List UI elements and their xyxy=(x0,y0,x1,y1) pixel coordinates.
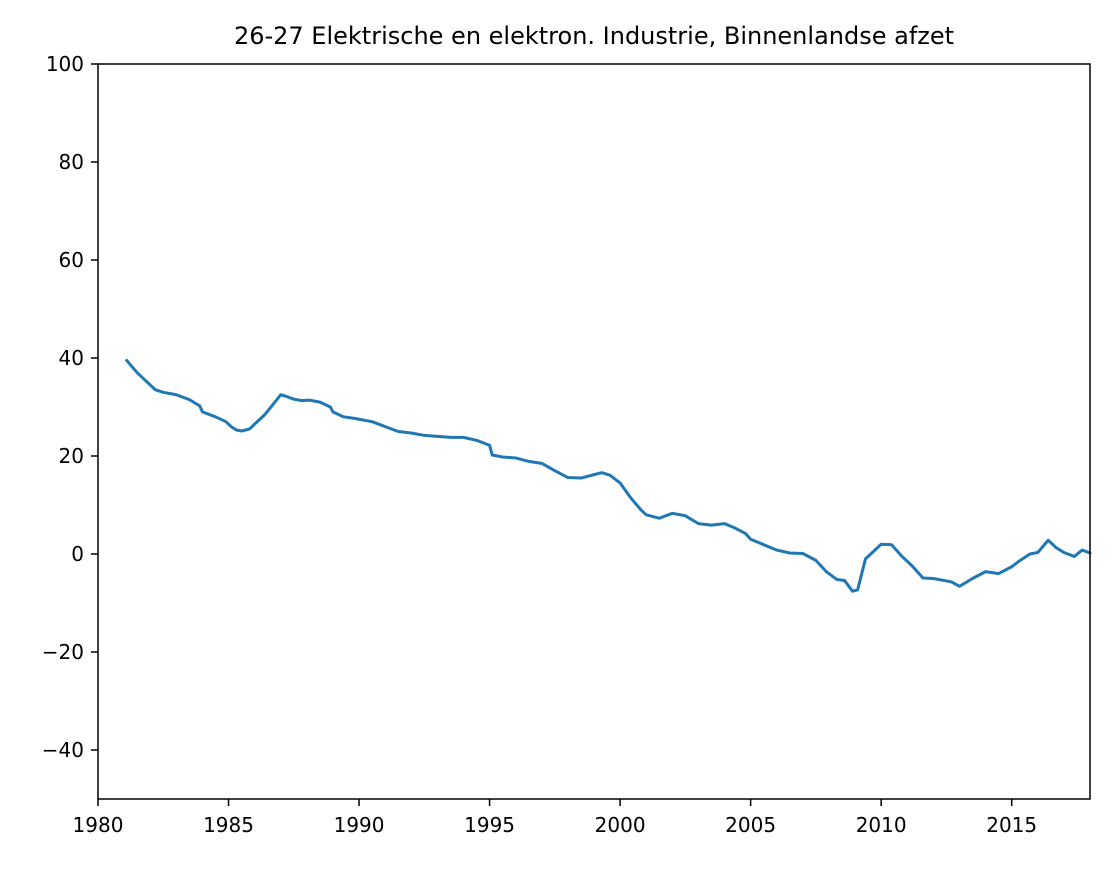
x-axis: 1980 1985 1990 1995 2000 2005 2010 2015 xyxy=(73,799,1037,837)
y-tick-label: 40 xyxy=(59,346,84,370)
plot-area xyxy=(125,358,1092,593)
y-tick-label: 0 xyxy=(71,542,84,566)
x-tick-label: 2000 xyxy=(595,813,646,837)
series-line-0 xyxy=(125,358,1092,593)
x-tick-label: 1990 xyxy=(334,813,385,837)
x-tick-label: 1985 xyxy=(203,813,254,837)
x-tick-label: 2015 xyxy=(986,813,1037,837)
y-tick-label: 80 xyxy=(59,150,84,174)
x-tick-label: 1995 xyxy=(464,813,515,837)
chart-title: 26-27 Elektrische en elektron. Industrie… xyxy=(234,22,954,50)
y-tick-label: −20 xyxy=(42,640,84,664)
x-tick-label: 2010 xyxy=(856,813,907,837)
x-tick-label: 1980 xyxy=(73,813,124,837)
y-tick-label: 60 xyxy=(59,248,84,272)
y-tick-label: 20 xyxy=(59,444,84,468)
y-tick-label: −40 xyxy=(42,738,84,762)
y-tick-label: 100 xyxy=(46,52,84,76)
y-axis: 100 80 60 40 20 0 −20 −40 xyxy=(42,52,98,762)
axes-frame xyxy=(97,63,1091,800)
x-tick-label: 2005 xyxy=(725,813,776,837)
